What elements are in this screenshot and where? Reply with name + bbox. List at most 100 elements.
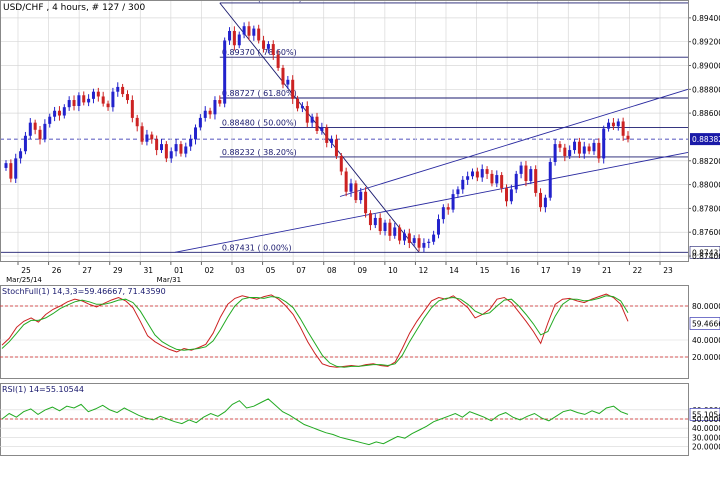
candle-body	[160, 144, 163, 151]
candle-body	[475, 171, 479, 178]
candle-body	[271, 44, 275, 55]
time-tick-label: 14	[449, 266, 459, 275]
time-tick-label: 10	[388, 266, 398, 275]
candle-body	[607, 122, 611, 129]
price-y-tick-label: 0.88600	[692, 109, 720, 118]
price-y-tick-label: 0.87400	[692, 252, 720, 261]
time-tick-label: 01	[174, 266, 184, 275]
candle-body	[38, 129, 42, 140]
time-tick-label: 16	[510, 266, 520, 275]
price-y-tick-label: 0.88000	[692, 181, 720, 190]
candle-body	[106, 103, 110, 108]
candle-body	[573, 141, 577, 151]
candle-body	[281, 67, 285, 85]
candle-body	[592, 142, 596, 152]
candle-body	[116, 86, 120, 92]
time-tick-label: 07	[296, 266, 306, 275]
candle-body	[514, 173, 518, 190]
candle-body	[43, 123, 47, 140]
time-subtick-label: Mar/25/14	[6, 276, 42, 284]
stoch-title: StochFull(1) 14,3,3=59.46667, 71.43590	[2, 287, 166, 296]
candle-body	[539, 192, 543, 208]
channel-upper-line	[339, 88, 689, 197]
price-y-tick-label: 0.89000	[692, 62, 720, 71]
candle-body	[456, 189, 460, 195]
indicator-tick-label: 40.00000	[692, 336, 720, 345]
candle-body	[198, 117, 202, 128]
candle-body	[125, 94, 129, 101]
indicator-last-label: 59.46667	[692, 319, 720, 328]
channel-lower-line	[174, 151, 689, 253]
candle-body	[184, 146, 188, 154]
candle-body	[91, 91, 95, 99]
candle-body	[266, 44, 270, 49]
panel-frame	[0, 285, 689, 379]
candle-body	[19, 151, 23, 159]
candle-body	[208, 110, 212, 115]
candle-body	[485, 169, 489, 174]
candle-body	[203, 110, 207, 118]
price-y-tick-label: 0.87800	[692, 204, 720, 213]
candle-body	[524, 165, 528, 182]
candle-body	[72, 100, 76, 106]
indicator-tick-label: 20.00000	[692, 442, 720, 451]
time-tick-label: 25	[21, 266, 31, 275]
candle-body	[519, 165, 523, 174]
fib-level-label: 0.88232 ( 38.20%)	[222, 148, 297, 157]
candle-body	[310, 116, 314, 123]
candle-body	[96, 91, 100, 97]
candle-body	[174, 144, 178, 152]
candle-body	[291, 79, 295, 99]
candle-body	[505, 188, 509, 202]
candle-body	[344, 171, 348, 192]
time-tick-label: 31	[144, 266, 154, 275]
candle-body	[23, 135, 27, 152]
candle-body	[422, 242, 426, 248]
candle-body	[296, 98, 300, 109]
candle-body	[388, 222, 392, 236]
candle-body	[441, 207, 445, 220]
candle-body	[553, 144, 557, 162]
candle-body	[354, 183, 358, 201]
candle-body	[330, 139, 334, 143]
candle-body	[111, 91, 115, 108]
chart-title: USD/CHF , 4 hours, # 127 / 300	[3, 3, 145, 13]
candle-body	[577, 141, 581, 154]
candle-body	[155, 139, 159, 151]
candle-body	[378, 217, 382, 232]
candle-body	[237, 34, 241, 46]
price-panel	[0, 0, 720, 262]
candle-body	[529, 169, 533, 182]
candle-body	[621, 121, 625, 136]
last-price-label: 0.88382	[692, 135, 720, 144]
indicator-last-label: 55.10544	[692, 410, 720, 419]
fib-level-label: 0.88727 ( 61.80%)	[222, 89, 297, 98]
candle-body	[393, 227, 397, 236]
candle-body	[82, 95, 86, 103]
candle-body	[490, 173, 494, 184]
indicator-tick-label: 40.00000	[692, 424, 720, 433]
candle-body	[417, 238, 421, 248]
candle-body	[286, 79, 290, 85]
candle-body	[349, 183, 353, 192]
candle-body	[368, 213, 372, 226]
price-overlays: 0.89525 ( 100.00%)0.89370 ( 78.60%)0.887…	[0, 0, 689, 253]
candle-body	[169, 151, 173, 159]
candle-body	[509, 189, 513, 202]
indicator-tick-label: 20.00000	[692, 353, 720, 362]
price-y-tick-label: 0.89400	[692, 14, 720, 23]
stochastic-panel: 80.00000 59.46667 40.00000 20.00000	[0, 285, 720, 379]
candle-body	[534, 169, 538, 193]
rsi-panel: 60.0000055.1054450.0000040.0000030.00000…	[0, 383, 720, 456]
candle-body	[9, 163, 13, 179]
candle-body	[626, 135, 630, 140]
candle-body	[325, 127, 329, 143]
time-tick-label: 19	[572, 266, 582, 275]
candle-body	[543, 197, 547, 208]
candle-body	[320, 127, 324, 131]
candle-body	[135, 117, 139, 127]
time-tick-label: 21	[602, 266, 612, 275]
fib-zero-label: 0.87431	[692, 248, 720, 257]
candle-body	[232, 30, 236, 46]
candle-body	[461, 179, 465, 190]
